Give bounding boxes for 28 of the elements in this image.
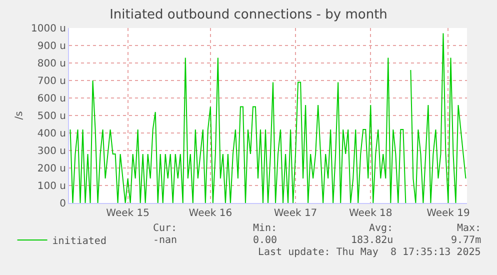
y-tick-label: 0 xyxy=(60,198,66,210)
y-tick-label: 400 u xyxy=(37,128,66,140)
text: Last update: Thu May 8 17:35:13 2025 xyxy=(258,247,481,258)
y-tick-label: 500 u xyxy=(37,111,66,122)
x-tick-label: Week 17 xyxy=(274,208,318,219)
y-tick-label: 800 u xyxy=(37,58,66,70)
text: Avg: xyxy=(369,223,394,234)
text: Cur: xyxy=(153,223,178,234)
y-tick-label: 200 u xyxy=(37,164,66,174)
y-axis-title: /s xyxy=(14,111,26,120)
y-tick-label: 700 u xyxy=(37,76,66,87)
legend-label: initiated xyxy=(52,236,106,247)
text: 9.77m xyxy=(451,235,482,246)
y-tick-label: 1000 u xyxy=(31,24,66,34)
x-tick-label: Week 15 xyxy=(106,208,150,219)
text: 183.82u xyxy=(351,235,394,246)
x-tick-label: Week 18 xyxy=(348,208,392,219)
y-tick-label: 600 u xyxy=(37,94,66,104)
chart-title: Initiated outbound connections - by month xyxy=(110,8,388,23)
x-tick-label: Week 19 xyxy=(426,208,470,219)
y-tick-label: 900 u xyxy=(37,41,66,52)
text: 0.00 xyxy=(253,235,278,246)
text: -nan xyxy=(153,235,178,246)
x-tick-label: Week 16 xyxy=(188,208,232,219)
text: Max: xyxy=(457,223,482,234)
y-tick-label: 300 u xyxy=(37,146,66,157)
text: Min: xyxy=(253,223,278,234)
y-tick-label: 100 u xyxy=(37,181,66,192)
